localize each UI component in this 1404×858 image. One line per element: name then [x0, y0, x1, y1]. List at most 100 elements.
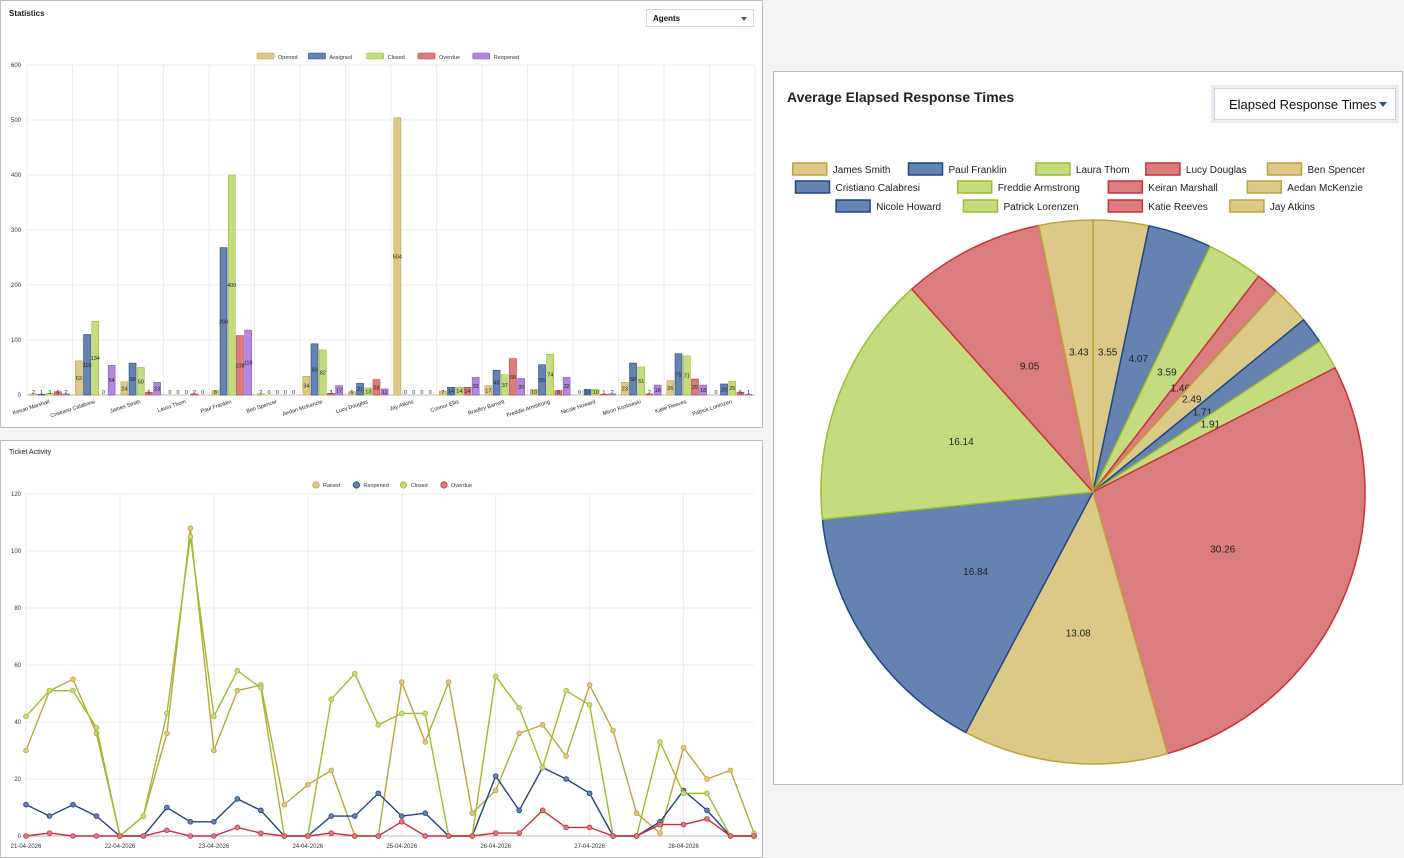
data-point — [234, 796, 241, 802]
y-tick-label: 120 — [11, 492, 22, 498]
bar-data-label: 0 — [412, 390, 415, 396]
response-times-dropdown[interactable]: Elapsed Response Times — [1214, 88, 1396, 120]
data-point — [469, 810, 475, 817]
data-point — [422, 739, 429, 745]
legend-marker — [440, 481, 448, 489]
data-point — [586, 682, 593, 688]
bar-data-label: 0 — [168, 390, 171, 396]
x-tick-label: Cristiano Calabresi — [50, 399, 96, 419]
x-tick-label: Miron Kozlowski — [602, 399, 642, 417]
bar — [546, 353, 555, 396]
bar-data-label: 62 — [76, 376, 82, 382]
legend-marker — [352, 481, 360, 489]
bar — [335, 385, 343, 396]
data-point — [563, 776, 569, 782]
data-point — [680, 821, 687, 828]
data-point — [234, 824, 241, 831]
x-tick-label: 26-04-2026 — [480, 844, 511, 850]
legend-label: Reopened — [363, 483, 388, 489]
data-point — [633, 833, 640, 839]
legend-swatch — [956, 180, 993, 194]
data-point — [563, 824, 569, 831]
bar — [500, 374, 509, 396]
bar-data-label: 0 — [429, 390, 432, 396]
bar-data-label: 2 — [65, 390, 68, 396]
bar — [455, 386, 464, 396]
data-point — [445, 833, 452, 839]
bar-data-label: 268 — [219, 319, 228, 325]
data-point — [281, 801, 288, 808]
ticket-activity-line-chart: 0 20 40 60 80 100 120 21-04-2026 22-04-2026 23-04… — [11, 481, 757, 850]
pie-data-label: 30.26 — [1210, 544, 1235, 555]
bar-data-label: 30 — [518, 385, 524, 391]
bar-data-label: 18 — [700, 388, 706, 394]
x-tick-label: Katie Reeves — [654, 399, 687, 415]
bar — [492, 369, 501, 396]
bar-data-label: 0 — [292, 390, 295, 396]
legend-label: Opened — [278, 55, 298, 61]
bar — [699, 384, 707, 396]
data-point — [93, 833, 100, 839]
legend-label: Laura Thom — [1076, 165, 1130, 176]
data-point — [398, 710, 405, 717]
chevron-down-icon — [741, 17, 747, 21]
bar — [318, 349, 327, 396]
x-tick-label: 24-04-2026 — [292, 844, 323, 850]
bar-data-label: 14 — [456, 389, 462, 395]
bar-data-label: 6 — [350, 390, 353, 396]
data-point — [727, 767, 734, 774]
bar-data-label: 66 — [510, 375, 516, 381]
legend-label: Ben Spencer — [1308, 165, 1366, 176]
bar-data-label: 400 — [227, 283, 236, 289]
data-point — [23, 833, 29, 839]
data-point — [211, 818, 217, 825]
y-tick-label: 80 — [14, 606, 21, 612]
bar — [380, 388, 389, 396]
bar-data-label: 23 — [622, 387, 628, 393]
data-point — [610, 727, 616, 734]
data-point — [258, 807, 264, 814]
x-tick-label: 28-04-2026 — [668, 844, 699, 850]
data-point — [46, 830, 53, 836]
bar-data-label: 0 — [268, 390, 271, 396]
pie-slice — [965, 491, 1169, 765]
legend-label: Closed — [411, 483, 428, 489]
bar-data-label: 23 — [154, 387, 160, 393]
data-point — [46, 813, 53, 819]
bar-data-label: 10 — [584, 390, 590, 396]
bar-data-label: 17 — [485, 388, 491, 394]
data-point — [187, 525, 194, 531]
bar — [302, 375, 311, 396]
x-tick-label: 25-04-2026 — [386, 844, 417, 850]
y-tick-label: 40 — [14, 720, 21, 726]
data-point — [375, 722, 382, 728]
data-point — [93, 724, 100, 731]
pie-slice — [1038, 219, 1094, 493]
legend-swatch — [907, 162, 944, 176]
pie-data-label: 16.84 — [963, 567, 988, 578]
x-tick-label: 23-04-2026 — [199, 844, 230, 850]
data-point — [187, 818, 194, 825]
bar — [674, 353, 683, 396]
bar — [190, 393, 199, 396]
bar — [517, 378, 525, 396]
data-point — [704, 790, 710, 797]
bar-data-label: 0 — [578, 390, 581, 396]
data-point — [164, 710, 170, 717]
bar — [736, 391, 745, 396]
legend-marker — [399, 481, 408, 489]
legend-label: Assigned — [329, 55, 352, 61]
bar — [608, 393, 616, 396]
legend-label: Raised — [323, 483, 340, 489]
statistics-filter-dropdown[interactable]: Agents — [646, 9, 754, 27]
bar-data-label: 2 — [259, 390, 262, 396]
bar-data-label: 1 — [747, 390, 750, 396]
data-point — [398, 679, 405, 685]
data-point — [586, 824, 593, 831]
bar-data-label: 29 — [692, 385, 698, 391]
bar — [45, 393, 54, 396]
data-point — [398, 813, 405, 819]
bar — [653, 384, 662, 396]
bar — [120, 381, 129, 396]
legend-swatch — [308, 52, 326, 60]
